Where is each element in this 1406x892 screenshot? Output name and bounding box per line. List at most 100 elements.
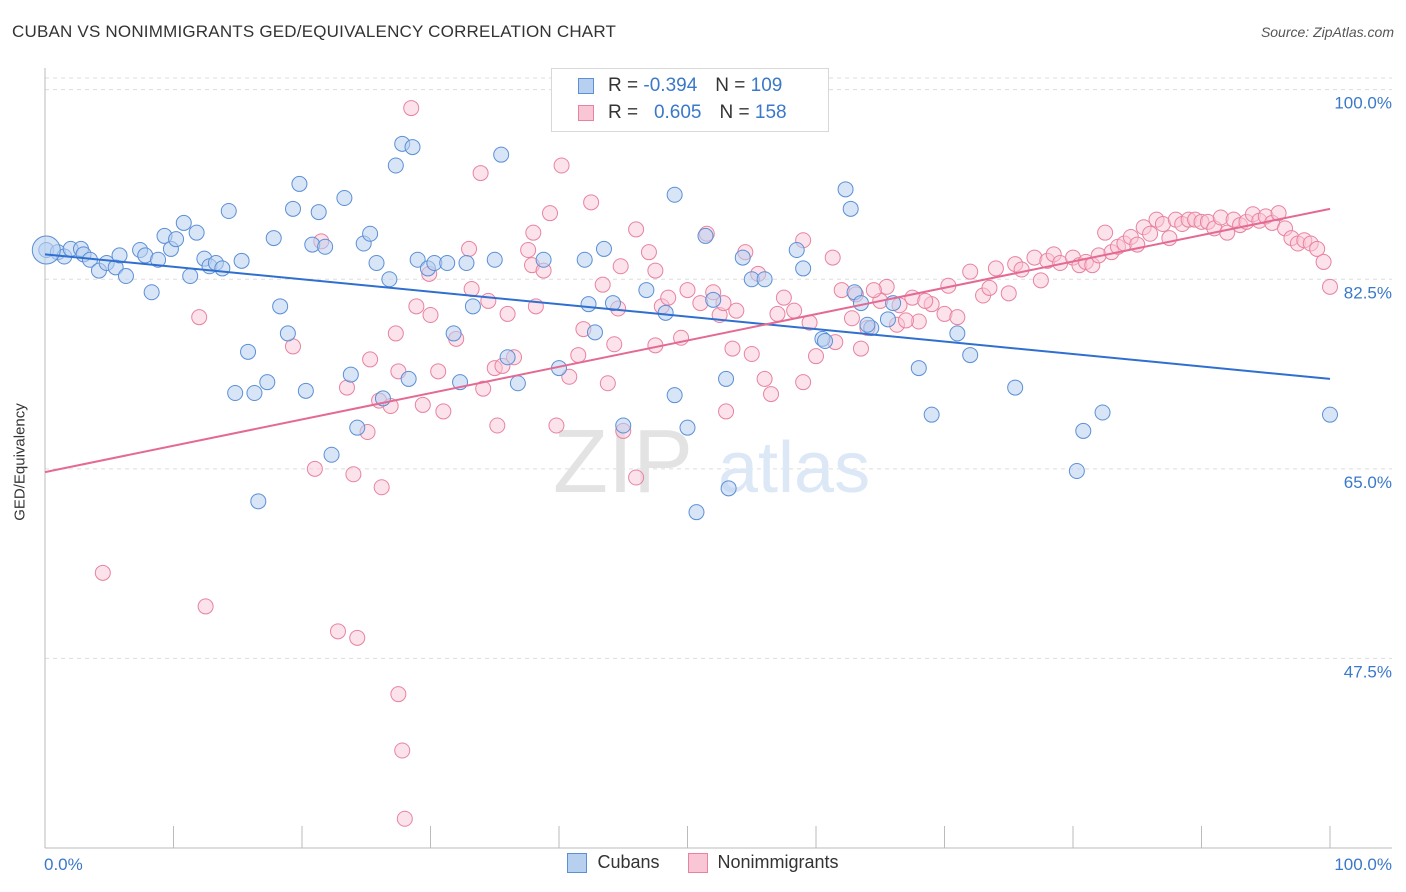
nonimmigrants-legend-label: Nonimmigrants (717, 852, 839, 872)
cuban-point (816, 333, 833, 349)
cuban-point (837, 181, 854, 198)
nonimmigrant-point (606, 336, 623, 353)
y-tick-label: 82.5% (1344, 283, 1392, 302)
cuban-point (182, 268, 199, 284)
cuban-point (615, 417, 632, 434)
cuban-point (368, 255, 385, 271)
cuban-point (150, 251, 167, 268)
cuban-point (409, 251, 426, 268)
cuban-point (586, 324, 603, 341)
nonimmigrant-point (679, 282, 696, 299)
cuban-point (859, 316, 876, 333)
cuban-point (666, 186, 683, 203)
cuban-point (111, 247, 128, 264)
nonimmigrant-point (525, 224, 542, 241)
legend-item-cubans[interactable]: Cubans (567, 852, 660, 873)
nonimmigrant-point (728, 302, 745, 319)
cubans-legend-swatch (567, 852, 588, 873)
cuban-point (404, 139, 421, 156)
cubans-n-value: 109 (750, 75, 783, 96)
nonimmigrant-point (390, 686, 407, 703)
nonimmigrant-point (628, 221, 645, 238)
nonimmigrant-point (1097, 224, 1114, 241)
cuban-point (688, 504, 705, 521)
cuban-point (220, 203, 237, 219)
cubans-points (31, 135, 1338, 521)
cubans-legend-label: Cubans (597, 852, 660, 872)
nonimmigrant-point (743, 346, 760, 362)
nonimmigrant-point (373, 479, 390, 496)
nonimmigrants-legend-swatch (687, 852, 708, 873)
cuban-point (842, 200, 859, 217)
cubans-n-label: N = (715, 75, 746, 96)
nonimmigrant-point (1032, 272, 1049, 289)
nonimmigrant-point (306, 460, 323, 477)
legend-item-nonimmigrants[interactable]: Nonimmigrants (687, 852, 839, 873)
legend-row-cubans: R = -0.394 N = 109 (578, 73, 782, 99)
cubans-swatch (578, 78, 594, 94)
y-tick-label: 47.5% (1344, 662, 1392, 681)
cuban-point (279, 325, 296, 342)
cuban-point (499, 349, 516, 366)
nonimmigrant-point (981, 279, 998, 296)
nonimmigrants-points (94, 100, 1338, 827)
axes (44, 68, 1392, 849)
nonimmigrant-point (583, 194, 600, 211)
nonimmigrants-swatch (578, 105, 594, 121)
cuban-point (227, 385, 244, 401)
cuban-point (188, 224, 205, 241)
cuban-point (310, 204, 327, 221)
cuban-point (697, 227, 714, 244)
cuban-point (272, 298, 289, 315)
cuban-point (233, 252, 250, 269)
nonimmigrant-point (520, 242, 537, 258)
cuban-point-large (31, 235, 61, 265)
nonimmigrant-point (775, 289, 792, 306)
cuban-point (175, 214, 192, 231)
x-tick-label-min: 0.0% (44, 855, 83, 874)
cuban-point (535, 251, 552, 268)
nonimmigrant-point (475, 380, 492, 397)
nonimmigrant-point (422, 307, 439, 323)
nonimmigrants-r-label: R = (608, 102, 639, 123)
cuban-point (1094, 404, 1111, 421)
nonimmigrant-point (795, 374, 812, 391)
nonimmigrant-point (461, 240, 478, 257)
cuban-point (1007, 379, 1024, 396)
cuban-point (718, 370, 735, 387)
nonimmigrants-trend-line (44, 207, 1331, 474)
x-tick-label-max: 100.0% (1334, 855, 1392, 874)
cuban-point (720, 480, 737, 497)
cuban-point (285, 200, 302, 217)
cuban-point (962, 347, 979, 364)
nonimmigrant-point (349, 629, 366, 646)
cuban-point (250, 493, 267, 510)
cuban-point (246, 385, 263, 401)
cuban-point (381, 271, 398, 288)
nonimmigrant-point (718, 403, 735, 420)
nonimmigrant-point (396, 810, 413, 827)
nonimmigrant-point (987, 260, 1004, 277)
nonimmigrants-n-value: 158 (754, 102, 787, 123)
nonimmigrant-point (724, 340, 741, 357)
cuban-point (795, 260, 812, 277)
nonimmigrant-point (824, 249, 841, 266)
cuban-point (679, 419, 696, 436)
nonimmigrant-point (191, 309, 208, 326)
cuban-point (734, 249, 751, 266)
nonimmigrant-point (1000, 285, 1017, 302)
cuban-point (259, 374, 276, 391)
cuban-point (387, 157, 404, 174)
nonimmigrant-point (542, 205, 559, 222)
cuban-point (297, 382, 314, 399)
cubans-r-value: -0.394 (643, 75, 698, 96)
nonimmigrant-point (570, 347, 587, 364)
cuban-point (788, 242, 805, 258)
nonimmigrant-point (594, 276, 611, 293)
cuban-point (349, 419, 366, 436)
nonimmigrants-n-label: N = (719, 102, 750, 123)
nonimmigrant-point (403, 100, 420, 117)
nonimmigrant-point (763, 386, 780, 403)
nonimmigrants-r-value: 0.605 (653, 102, 702, 123)
cubans-r-label: R = (608, 75, 639, 96)
